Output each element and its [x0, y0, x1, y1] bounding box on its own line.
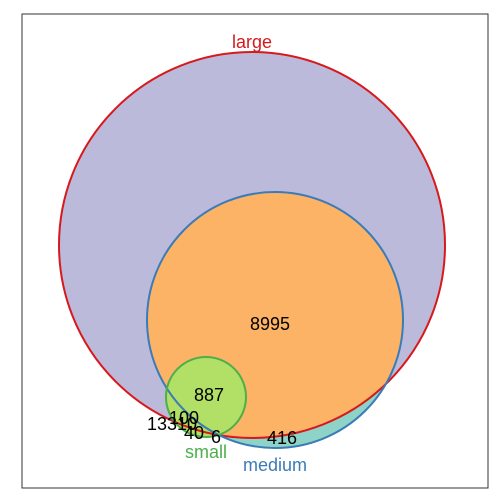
small-circle-outline	[165, 356, 247, 438]
count-all-three: 887	[194, 385, 224, 405]
count-small-and-large: 100	[169, 408, 199, 428]
count-large-only: 13310	[147, 414, 197, 434]
set-label-small: small	[185, 442, 227, 462]
count-medium-only: 416	[267, 428, 297, 448]
small-circle-fill	[166, 357, 246, 437]
count-medium-and-large: 8995	[250, 314, 290, 334]
count-small-and-medium: 40	[184, 423, 204, 443]
set-label-large: large	[232, 32, 272, 52]
large-circle-outline	[58, 51, 446, 439]
count-small-only: 6	[211, 427, 221, 447]
medium-circle-outline	[146, 191, 404, 449]
set-label-medium: medium	[243, 455, 307, 475]
